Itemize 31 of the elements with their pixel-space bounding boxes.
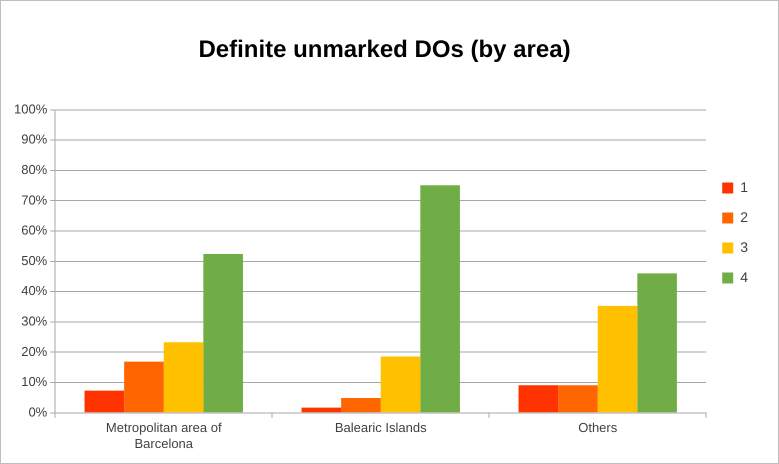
bar <box>124 362 164 412</box>
bar <box>598 306 638 412</box>
legend-label: 2 <box>740 208 748 225</box>
bar <box>558 385 598 412</box>
y-tick-label: 30% <box>21 313 48 328</box>
bar <box>84 390 124 412</box>
legend-label: 4 <box>740 268 748 285</box>
bar <box>518 385 558 412</box>
y-tick-label: 70% <box>21 192 48 208</box>
y-tick-label: 80% <box>21 162 48 177</box>
bar <box>341 398 381 412</box>
bar <box>380 356 420 412</box>
y-tick-label: 90% <box>21 132 48 147</box>
y-tick-label: 10% <box>21 374 48 390</box>
bar <box>637 273 677 412</box>
legend-label: 3 <box>740 238 748 255</box>
y-tick-label: 20% <box>21 344 48 359</box>
bar <box>302 408 342 412</box>
legend-label: 1 <box>740 178 748 195</box>
y-tick-label: 100% <box>14 101 48 116</box>
bar <box>164 342 204 412</box>
y-tick-label: 0% <box>28 404 48 420</box>
x-tick-label: Balearic Islands <box>334 420 428 436</box>
y-tick-label: 40% <box>21 283 48 298</box>
bar <box>420 185 460 412</box>
y-tick-label: 50% <box>21 252 48 268</box>
x-tick-label: Metropolitan area of Barcelona <box>106 420 222 451</box>
bar <box>203 254 243 412</box>
chart-title: Definite unmarked DOs (by area) <box>198 36 571 64</box>
x-tick-label: Others <box>578 420 618 436</box>
y-tick-label: 60% <box>21 222 48 238</box>
